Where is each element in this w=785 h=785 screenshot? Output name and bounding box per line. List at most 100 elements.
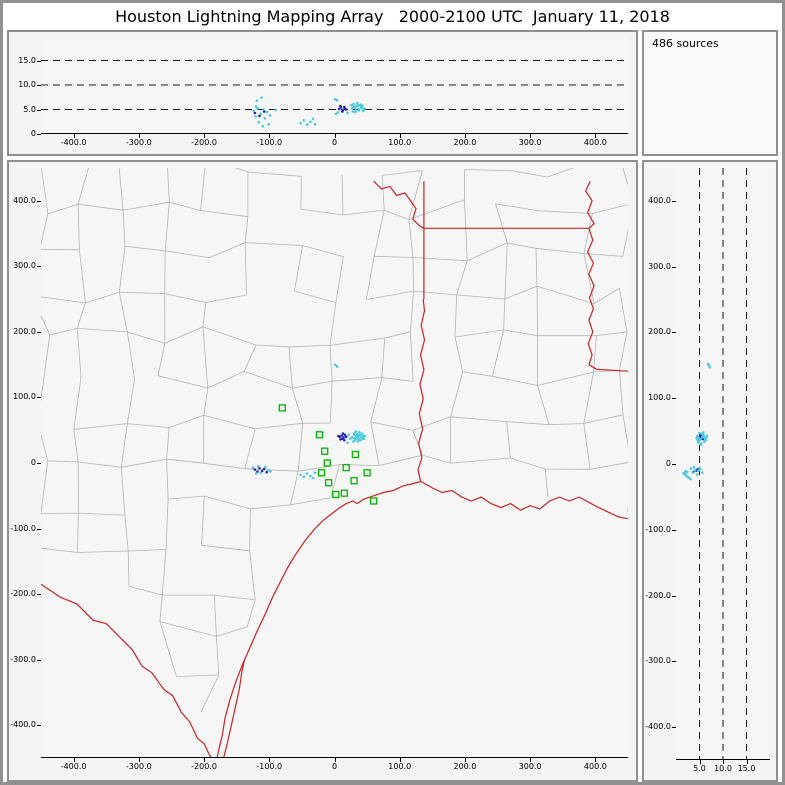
lma-station-marker — [323, 459, 331, 467]
lightning-source-point — [258, 114, 261, 118]
lightning-source-point — [694, 468, 697, 472]
y-axis-tick-mark — [672, 266, 676, 268]
y-axis-tick-label: 400.0 — [648, 195, 671, 205]
x-axis-tick-mark — [464, 758, 466, 762]
lightning-source-point — [334, 112, 338, 116]
y-axis-tick-label: 0 — [665, 459, 671, 468]
lightning-source-point — [262, 467, 266, 471]
plan-view-map-canvas[interactable] — [41, 168, 628, 758]
map-plot-area[interactable] — [41, 168, 628, 758]
lightning-source-point — [302, 119, 306, 122]
lightning-source-point — [256, 465, 260, 468]
lightning-source-point — [695, 437, 698, 440]
lma-station-marker — [342, 463, 350, 472]
lightning-source-point — [335, 365, 339, 368]
lightning-source-point — [254, 472, 258, 475]
x-axis-tick-mark — [204, 758, 206, 762]
lightning-source-point — [347, 433, 351, 437]
lightning-source-point — [356, 432, 359, 436]
y-axis-tick-mark — [672, 332, 676, 334]
y-axis-tick-mark — [37, 331, 41, 333]
y-axis-tick-label: 0 — [30, 458, 36, 467]
y-axis-tick-label: 15.0 — [18, 55, 36, 65]
altitude-vs-north-south-canvas[interactable] — [676, 168, 770, 760]
lightning-source-point — [302, 475, 306, 479]
y-axis-tick-mark — [672, 727, 676, 729]
y-axis-tick-mark — [37, 134, 41, 135]
lightning-source-point — [686, 475, 690, 479]
y-axis-tick-mark — [37, 397, 41, 399]
y-axis-tick-mark — [37, 200, 41, 202]
x-axis-tick-label: -200.0 — [191, 138, 217, 147]
lightning-source-point — [263, 117, 266, 120]
altitude-ns-plot-area[interactable] — [676, 168, 770, 760]
lightning-source-point — [702, 431, 705, 434]
lightning-source-point — [351, 110, 355, 113]
lightning-source-point — [274, 108, 278, 112]
lma-station-marker — [315, 431, 324, 439]
lightning-source-point — [340, 434, 344, 437]
lightning-source-point — [702, 440, 706, 443]
lightning-source-point — [333, 363, 337, 366]
altitude-vs-east-west-canvas[interactable] — [41, 36, 628, 134]
lightning-source-point — [695, 473, 699, 476]
lightning-source-point — [311, 476, 315, 480]
x-axis-tick-mark — [334, 758, 336, 762]
x-axis-tick-label: 300.0 — [518, 762, 542, 771]
y-axis-tick-mark — [37, 463, 41, 464]
lma-station-marker — [351, 450, 360, 459]
map-panel: -400.0 -300.0 -200.0 -100.0 0 100.0 200.0 300.0… — [7, 160, 638, 782]
y-axis-tick-label: -400.0 — [10, 720, 36, 730]
y-axis-tick-mark — [672, 595, 676, 597]
lightning-source-point — [337, 107, 341, 111]
lightning-source-point — [358, 430, 361, 434]
x-axis-tick-label: 100.0 — [388, 138, 412, 147]
lightning-source-point — [689, 477, 692, 481]
lightning-source-point — [305, 472, 309, 475]
lightning-source-point — [253, 111, 257, 115]
lightning-source-point — [698, 466, 701, 470]
lightning-source-point — [299, 121, 302, 125]
lightning-source-point — [335, 98, 339, 102]
lightning-source-point — [689, 467, 693, 470]
altitude-ew-plot-area[interactable] — [41, 36, 628, 134]
lightning-source-point — [313, 471, 317, 475]
x-axis-tick-mark — [73, 134, 75, 138]
y-axis-tick-label: 0 — [30, 129, 36, 138]
x-axis-tick-label: 100.0 — [388, 762, 412, 771]
lightning-source-point — [352, 440, 355, 443]
x-axis-tick-mark — [464, 134, 466, 138]
x-axis-tick-label: 0 — [331, 762, 338, 771]
lightning-source-point — [708, 366, 712, 369]
lightning-source-point — [360, 106, 364, 110]
y-axis-tick-label: -100.0 — [10, 523, 36, 533]
x-axis-tick-mark — [723, 760, 724, 764]
lightning-source-point — [362, 437, 366, 441]
lightning-source-point — [353, 106, 357, 109]
lightning-source-point — [346, 441, 349, 445]
lightning-source-point — [259, 112, 263, 116]
lightning-source-point — [313, 122, 317, 126]
lightning-source-point — [354, 110, 357, 114]
lightning-source-point — [341, 110, 344, 113]
lightning-source-point — [343, 438, 346, 442]
lightning-source-point — [309, 474, 312, 478]
lightning-source-point — [265, 110, 268, 114]
lightning-source-point — [343, 105, 346, 109]
lightning-source-point — [363, 434, 366, 438]
y-axis-tick-mark — [37, 109, 41, 111]
x-axis-tick-label: 0 — [331, 138, 338, 147]
lightning-source-point — [350, 436, 354, 439]
lightning-source-point — [705, 434, 709, 438]
lightning-source-point — [339, 104, 342, 108]
sources-count-panel: 486 sources — [642, 30, 778, 156]
lightning-source-point — [701, 471, 704, 474]
x-axis-tick-label: 200.0 — [453, 762, 477, 771]
lightning-source-point — [361, 104, 364, 107]
lightning-source-point — [348, 437, 352, 441]
lightning-source-point — [684, 472, 687, 476]
lightning-source-point — [299, 473, 302, 477]
x-axis-tick-mark — [595, 134, 597, 138]
lightning-source-point — [258, 466, 261, 470]
x-axis-tick-label: -400.0 — [60, 138, 87, 147]
